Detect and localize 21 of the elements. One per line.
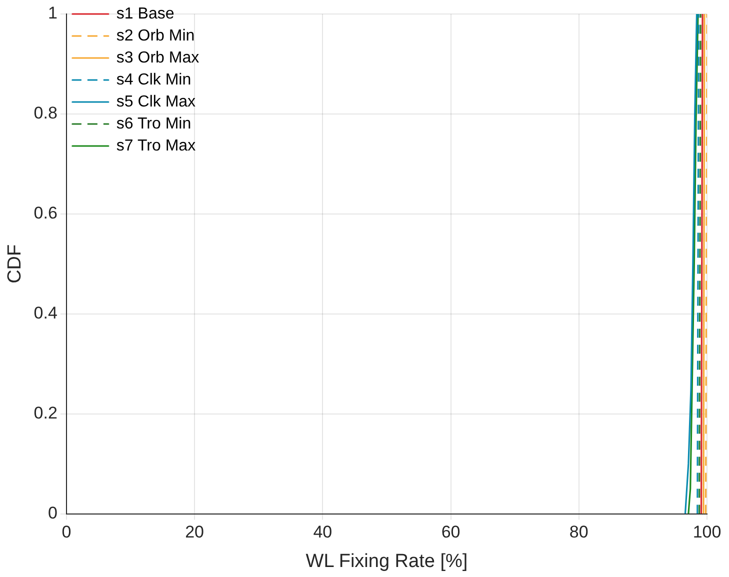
x-tick-label: 100 [692,522,722,542]
x-tick-label: 40 [313,522,332,542]
x-tick-label: 80 [569,522,588,542]
y-tick-label: 1 [48,4,58,23]
y-tick-label: 0.6 [34,204,58,223]
y-tick-label: 0.2 [34,404,58,423]
legend-label: s3 Orb Max [116,49,200,66]
legend-label: s5 Clk Max [116,93,196,110]
x-axis-title: WL Fixing Rate [%] [306,550,468,572]
x-tick-label: 0 [62,522,72,542]
y-axis-title: CDF [4,244,26,284]
y-tick-label: 0.8 [34,104,58,123]
x-tick-label: 60 [441,522,460,542]
legend-label: s6 Tro Min [116,115,192,132]
x-tick-label: 20 [185,522,204,542]
y-tick-label: 0 [48,503,58,522]
legend-label: s1 Base [116,5,174,22]
legend-label: s2 Orb Min [116,27,195,44]
legend-label: s7 Tro Max [116,137,196,154]
legend-label: s4 Clk Min [116,71,192,88]
y-tick-label: 0.4 [34,304,58,323]
